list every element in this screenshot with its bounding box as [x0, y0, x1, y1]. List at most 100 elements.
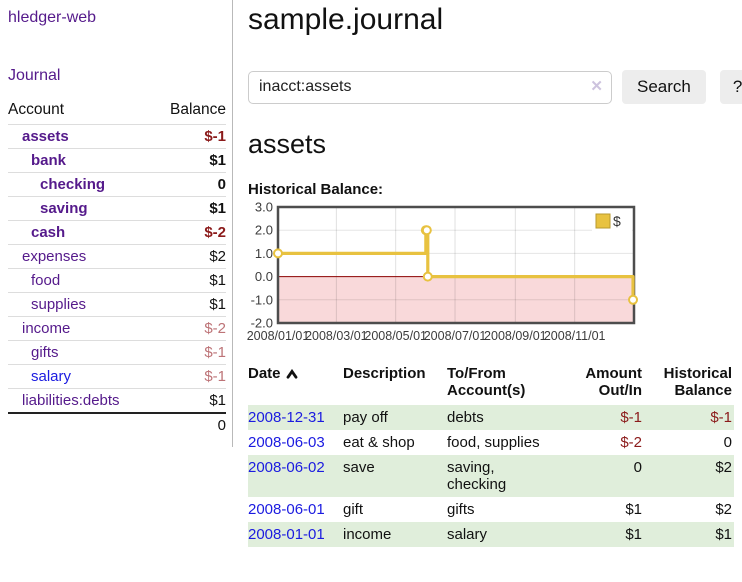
- historical-balance-chart: $3.0 2.0 1.0 0.0 -1.0 -2.02008/01/012008/03/0…: [247, 200, 639, 343]
- account-row: food $1: [8, 268, 226, 293]
- app-title-link[interactable]: hledger-web: [8, 9, 97, 26]
- svg-text:2008/09/01: 2008/09/01: [484, 329, 547, 343]
- account-balance: $1: [209, 200, 226, 217]
- svg-text:0.0: 0.0: [255, 269, 273, 284]
- transaction-balance: $-1: [710, 409, 732, 426]
- search-input[interactable]: [248, 70, 612, 104]
- transaction-accounts: gifts: [447, 501, 475, 518]
- transaction-amount: $-2: [620, 434, 642, 451]
- svg-text:2008/03/01: 2008/03/01: [305, 329, 368, 343]
- account-heading: assets: [248, 129, 327, 159]
- account-balance: $-1: [204, 344, 226, 361]
- transaction-date-link[interactable]: 2008-06-02: [248, 459, 325, 476]
- clear-search-icon[interactable]: ✕: [590, 77, 603, 95]
- page-title: sample.journal: [248, 3, 444, 36]
- svg-text:2.0: 2.0: [255, 223, 273, 238]
- svg-text:-2.0: -2.0: [251, 316, 273, 331]
- account-row: income $-2: [8, 316, 226, 341]
- account-link[interactable]: salary: [31, 368, 72, 385]
- transaction-amount: $1: [625, 501, 642, 518]
- transaction-description: gift: [343, 501, 364, 518]
- transaction-description: pay off: [343, 409, 388, 426]
- transaction-amount: $-1: [620, 409, 642, 426]
- account-link[interactable]: checking: [40, 176, 106, 193]
- account-link[interactable]: assets: [22, 128, 69, 145]
- accounts-header-balance: Balance: [169, 101, 226, 118]
- transaction-accounts: salary: [447, 526, 488, 543]
- svg-text:3.0: 3.0: [255, 200, 273, 215]
- transaction-description: save: [343, 459, 375, 476]
- account-link[interactable]: bank: [31, 152, 67, 169]
- accounts-total-value: 0: [217, 417, 226, 434]
- register-table: Date Description To/From Account(s) Amou…: [248, 363, 734, 547]
- account-row: expenses $2: [8, 244, 226, 269]
- account-balance: $-1: [204, 368, 226, 385]
- transaction-balance: $1: [715, 526, 732, 543]
- account-balance: $1: [209, 272, 226, 289]
- transaction-date-link[interactable]: 2008-06-03: [248, 434, 325, 451]
- account-link[interactable]: liabilities:debts: [22, 392, 120, 409]
- transaction-date-link[interactable]: 2008-12-31: [248, 409, 325, 426]
- account-row: assets $-1: [8, 124, 226, 149]
- account-link[interactable]: food: [31, 272, 61, 289]
- search-button[interactable]: Search: [622, 70, 706, 104]
- account-row: bank $1: [8, 148, 226, 173]
- account-row: liabilities:debts $1: [8, 388, 226, 413]
- transaction-balance: $2: [715, 459, 732, 476]
- account-balance: $-2: [204, 320, 226, 337]
- svg-text:$: $: [613, 213, 621, 229]
- account-link[interactable]: supplies: [31, 296, 87, 313]
- account-row: salary $-1: [8, 364, 226, 389]
- sidebar-item-journal[interactable]: Journal: [8, 67, 61, 84]
- chart-title: Historical Balance:: [248, 181, 384, 198]
- account-link[interactable]: income: [22, 320, 71, 337]
- account-balance: $1: [209, 392, 226, 409]
- account-row: saving $1: [8, 196, 226, 221]
- transaction-row: 2008-06-03 eat & shop food, supplies $-2…: [248, 430, 734, 455]
- transaction-description: eat & shop: [343, 434, 415, 451]
- column-header-date[interactable]: Date: [248, 363, 343, 405]
- account-balance: $1: [209, 296, 226, 313]
- svg-text:2008/05/01: 2008/05/01: [364, 329, 427, 343]
- help-button[interactable]: ?: [719, 70, 742, 104]
- account-link[interactable]: saving: [40, 200, 88, 217]
- transaction-balance: 0: [723, 434, 732, 451]
- transaction-accounts: food, supplies: [447, 434, 540, 451]
- accounts-header-account: Account: [8, 101, 65, 118]
- transaction-balance: $2: [715, 501, 732, 518]
- account-balance: 0: [217, 176, 226, 193]
- account-link[interactable]: cash: [31, 224, 66, 241]
- transaction-date-link[interactable]: 2008-01-01: [248, 526, 325, 543]
- column-header-balance: Historical Balance: [663, 365, 732, 399]
- account-balance: $-1: [204, 128, 226, 145]
- account-link[interactable]: expenses: [22, 248, 87, 265]
- sidebar: hledger-web Journal Account Balance asse…: [0, 0, 233, 447]
- account-row: gifts $-1: [8, 340, 226, 365]
- main-content: sample.journal ✕ Search ? assets Histori…: [247, 0, 742, 547]
- account-row: supplies $1: [8, 292, 226, 317]
- account-balance: $1: [209, 152, 226, 169]
- transaction-date-link[interactable]: 2008-06-01: [248, 501, 325, 518]
- account-row: cash $-2: [8, 220, 226, 245]
- column-header-amount: Amount Out/In: [585, 365, 642, 399]
- svg-text:2008/07/01: 2008/07/01: [424, 329, 487, 343]
- svg-text:2008/11/01: 2008/11/01: [544, 329, 606, 343]
- transaction-row: 2008-06-02 save saving, checking 0 $2: [248, 455, 734, 497]
- search-form: ✕ Search ?: [248, 70, 742, 104]
- svg-text:1.0: 1.0: [255, 246, 273, 261]
- account-balance: $-2: [204, 224, 226, 241]
- transaction-description: income: [343, 526, 392, 543]
- column-header-description: Description: [343, 365, 426, 382]
- column-header-accounts: To/From Account(s): [447, 365, 526, 399]
- svg-text:-1.0: -1.0: [251, 292, 273, 307]
- transaction-row: 2008-06-01 gift gifts $1 $2: [248, 497, 734, 522]
- transaction-row: 2008-01-01 income salary $1 $1: [248, 522, 734, 547]
- transaction-row: 2008-12-31 pay off debts $-1 $-1: [248, 405, 734, 430]
- transaction-accounts: debts: [447, 409, 484, 426]
- transaction-amount: $1: [625, 526, 642, 543]
- transaction-accounts: saving, checking: [447, 459, 507, 493]
- account-row: checking 0: [8, 172, 226, 197]
- accounts-total-row: 0: [8, 412, 226, 437]
- transaction-amount: 0: [633, 459, 642, 476]
- account-link[interactable]: gifts: [31, 344, 59, 361]
